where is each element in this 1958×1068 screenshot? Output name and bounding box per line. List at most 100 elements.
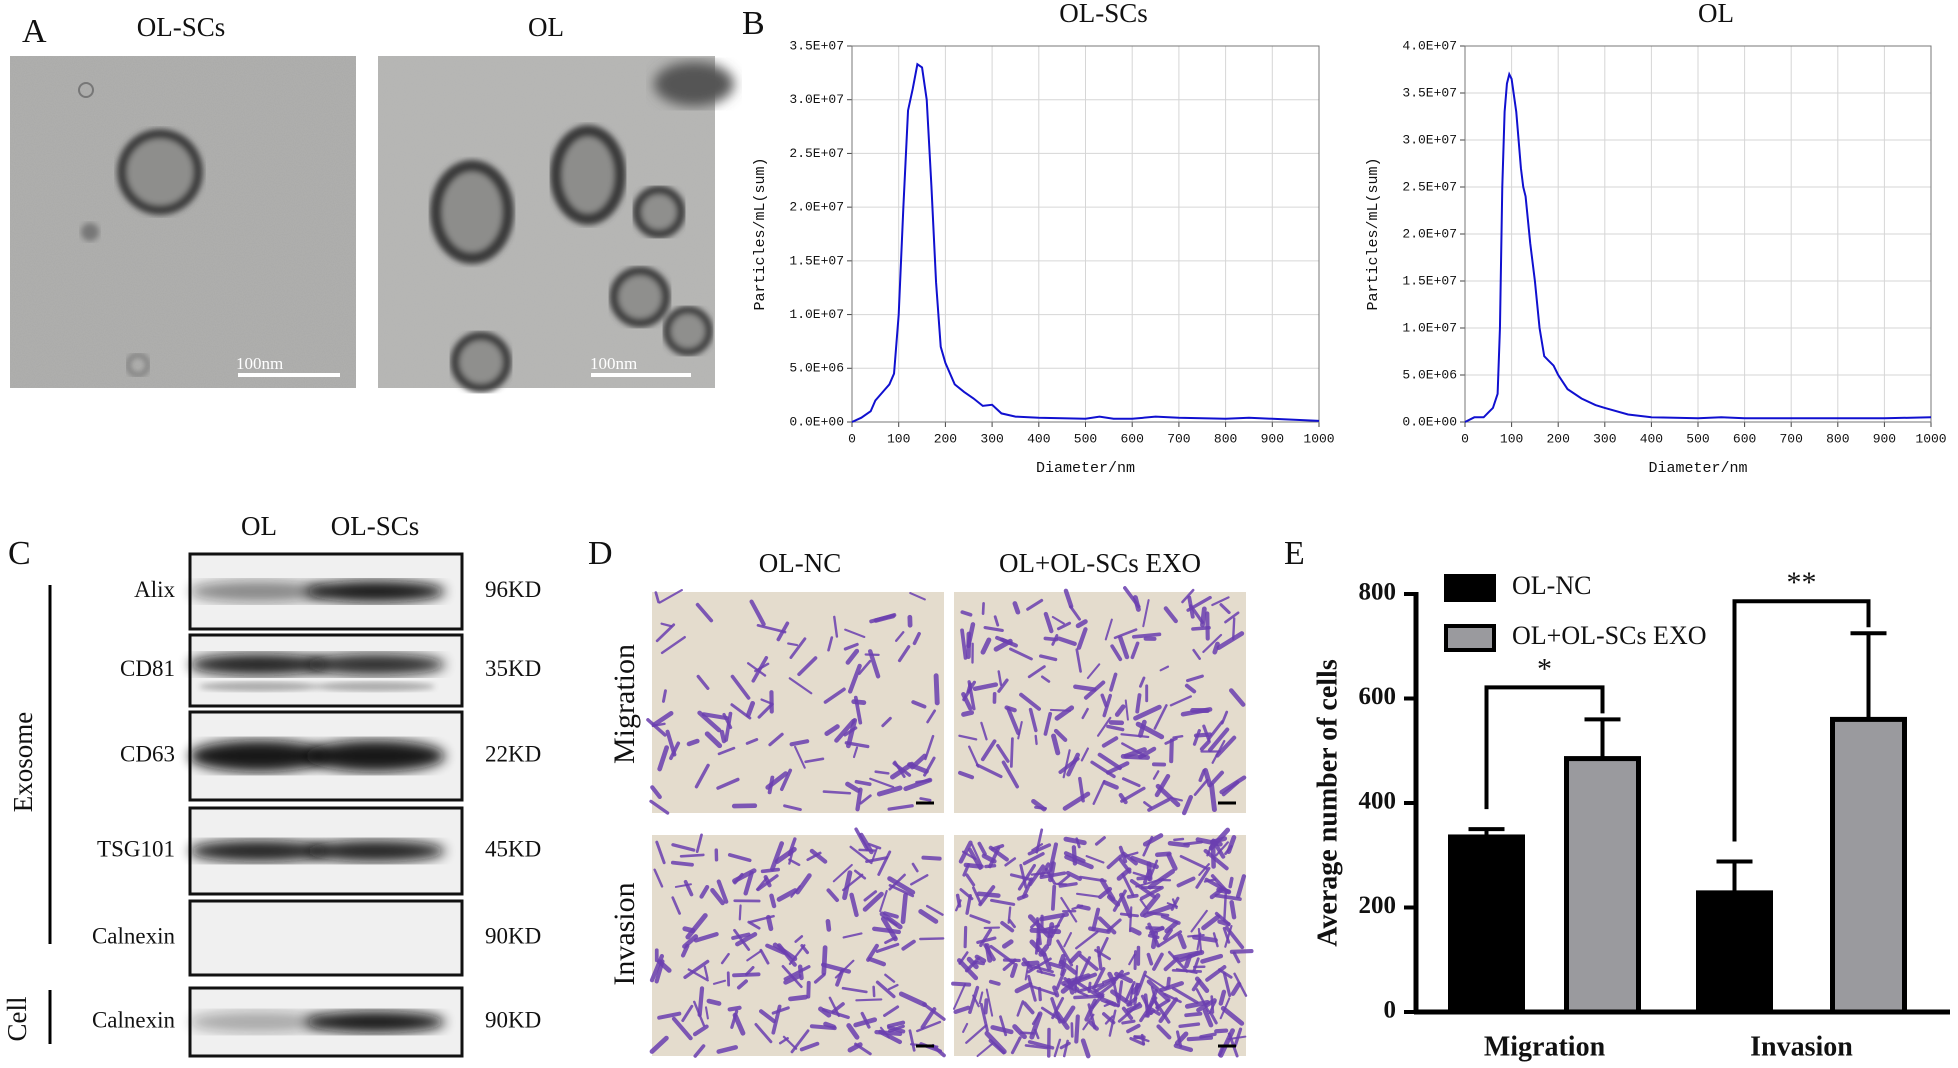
cell bbox=[846, 718, 858, 749]
panel-label: A bbox=[22, 13, 47, 50]
cell bbox=[693, 1000, 706, 1027]
cell bbox=[1075, 930, 1099, 950]
cell bbox=[693, 1044, 706, 1058]
y-tick-label: 2.0E+07 bbox=[1402, 226, 1457, 241]
cell bbox=[976, 1042, 994, 1058]
cell bbox=[970, 843, 983, 867]
cell bbox=[886, 917, 898, 927]
cell bbox=[909, 592, 926, 601]
cell bbox=[683, 959, 710, 980]
cell bbox=[919, 937, 945, 941]
cell bbox=[972, 994, 980, 1008]
cell bbox=[693, 932, 719, 943]
cell bbox=[695, 602, 714, 623]
microscopy-image bbox=[954, 835, 1246, 1056]
data-line bbox=[1464, 71, 1932, 423]
cell bbox=[1075, 619, 1088, 629]
cell bbox=[978, 991, 984, 1005]
cell bbox=[1133, 1035, 1150, 1043]
cell bbox=[768, 732, 784, 747]
cell bbox=[1039, 871, 1067, 880]
cell bbox=[1192, 729, 1201, 746]
cell bbox=[960, 628, 968, 660]
cell bbox=[1106, 854, 1123, 870]
cell bbox=[1195, 866, 1211, 889]
cell bbox=[1058, 953, 1066, 967]
cell bbox=[724, 711, 733, 742]
cell bbox=[974, 954, 987, 964]
cell bbox=[1086, 663, 1101, 680]
cell bbox=[961, 692, 973, 711]
cell bbox=[727, 853, 752, 863]
y-tick-label: 3.0E+07 bbox=[1402, 132, 1457, 147]
cell bbox=[977, 841, 987, 856]
cell bbox=[1068, 950, 1082, 964]
cell bbox=[735, 932, 758, 947]
cell bbox=[920, 1007, 937, 1030]
cell bbox=[1171, 986, 1199, 1005]
cell bbox=[988, 845, 1009, 862]
blot-size-label: 90KD bbox=[485, 1007, 541, 1032]
cell bbox=[1034, 734, 1038, 746]
bar bbox=[1448, 834, 1525, 1015]
western-blot: Alix 96KD CD81 35KD CD63 22KD TSG101 45KD Calnex… bbox=[92, 552, 541, 1058]
cell bbox=[860, 1011, 871, 1029]
cell bbox=[853, 869, 867, 880]
cell bbox=[1154, 773, 1171, 798]
blot-size-label: 35KD bbox=[485, 656, 541, 681]
cell bbox=[1069, 605, 1081, 621]
cell bbox=[1090, 760, 1116, 779]
cell bbox=[1183, 840, 1203, 846]
cell bbox=[745, 700, 756, 718]
x-tick-label: 800 bbox=[1214, 431, 1237, 446]
cell bbox=[833, 615, 839, 638]
cell bbox=[692, 1024, 709, 1037]
cell bbox=[716, 1045, 738, 1054]
cell bbox=[1129, 1036, 1146, 1046]
cell bbox=[1218, 989, 1227, 1006]
cell bbox=[1099, 878, 1116, 902]
cell bbox=[868, 649, 881, 679]
plot-frame bbox=[851, 45, 1320, 423]
cell bbox=[794, 935, 804, 943]
cell bbox=[895, 631, 905, 642]
cell bbox=[751, 656, 769, 683]
cell bbox=[1226, 835, 1237, 854]
cell bbox=[892, 761, 912, 777]
cell bbox=[1119, 892, 1133, 919]
significance-label: * bbox=[1537, 652, 1552, 685]
cell bbox=[1124, 981, 1136, 1003]
cell bbox=[1105, 761, 1130, 775]
cell bbox=[649, 1035, 669, 1054]
cell bbox=[1060, 896, 1078, 923]
y-axis-label: Average number of cells bbox=[1312, 659, 1343, 947]
y-tick-label: 400 bbox=[1359, 788, 1397, 815]
cell bbox=[984, 1030, 1007, 1055]
cell bbox=[1043, 711, 1053, 736]
cell bbox=[854, 1042, 872, 1056]
cell bbox=[993, 615, 1000, 627]
cell bbox=[965, 893, 972, 915]
cell bbox=[1120, 733, 1150, 739]
cell bbox=[869, 777, 895, 789]
cell bbox=[797, 964, 804, 981]
cell bbox=[918, 909, 939, 924]
cell bbox=[1203, 878, 1217, 883]
x-tick-label: 100 bbox=[1500, 431, 1523, 446]
cell bbox=[1209, 782, 1217, 813]
cell bbox=[1210, 995, 1215, 1014]
cell bbox=[908, 1029, 916, 1052]
cell bbox=[1173, 1043, 1194, 1053]
cell bbox=[679, 853, 705, 858]
cell bbox=[832, 863, 853, 883]
cell bbox=[1016, 893, 1029, 901]
cell bbox=[1121, 872, 1135, 897]
cell bbox=[915, 779, 932, 784]
cell bbox=[732, 1012, 746, 1036]
data-line bbox=[851, 62, 1320, 423]
cell bbox=[1012, 601, 1021, 615]
cell bbox=[1094, 948, 1111, 961]
cell bbox=[687, 968, 709, 982]
cell bbox=[867, 956, 887, 967]
cell bbox=[669, 741, 681, 761]
